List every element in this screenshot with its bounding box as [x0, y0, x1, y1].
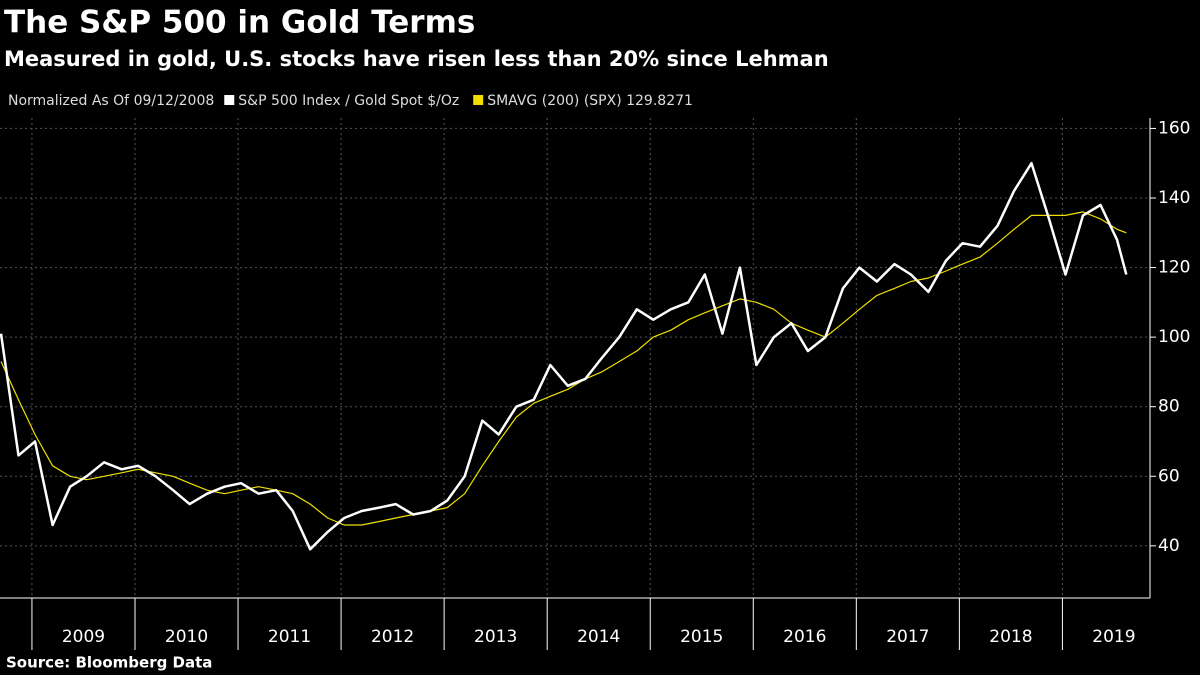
y-tick-label: 40	[1158, 536, 1180, 556]
x-tick-label: 2009	[62, 627, 105, 647]
y-tick-label: 80	[1158, 397, 1180, 417]
y-tick-label: 120	[1158, 258, 1190, 278]
chart-title: The S&P 500 in Gold Terms	[4, 5, 475, 41]
y-tick-label: 140	[1158, 188, 1190, 208]
x-tick-label: 2017	[886, 627, 929, 647]
x-tick-label: 2011	[268, 627, 311, 647]
line-series	[0, 211, 1127, 526]
y-tick-label: 60	[1158, 466, 1180, 486]
x-tick-label: 2010	[165, 627, 208, 647]
x-tick-label: 2015	[680, 627, 723, 647]
chart-subtitle: Measured in gold, U.S. stocks have risen…	[4, 47, 829, 71]
x-tick-label: 2019	[1092, 627, 1135, 647]
legend-swatch	[473, 95, 484, 105]
x-tick-label: 2013	[474, 627, 517, 647]
y-tick-label: 100	[1158, 327, 1190, 347]
legend-swatch	[224, 95, 235, 105]
legend-note: Normalized As Of 09/12/2008	[8, 93, 214, 109]
source: Source: Bloomberg Data	[6, 654, 212, 672]
x-tick-label: 2012	[371, 627, 414, 647]
x-tick-label: 2016	[783, 627, 826, 647]
legend-label: S&P 500 Index / Gold Spot $/Oz	[238, 93, 459, 109]
y-tick-label: 160	[1158, 118, 1190, 138]
x-tick-label: 2014	[577, 627, 620, 647]
legend-label: SMAVG (200) (SPX) 129.8271	[487, 93, 693, 109]
x-tick-label: 2018	[989, 627, 1032, 647]
line-series	[0, 161, 1128, 551]
